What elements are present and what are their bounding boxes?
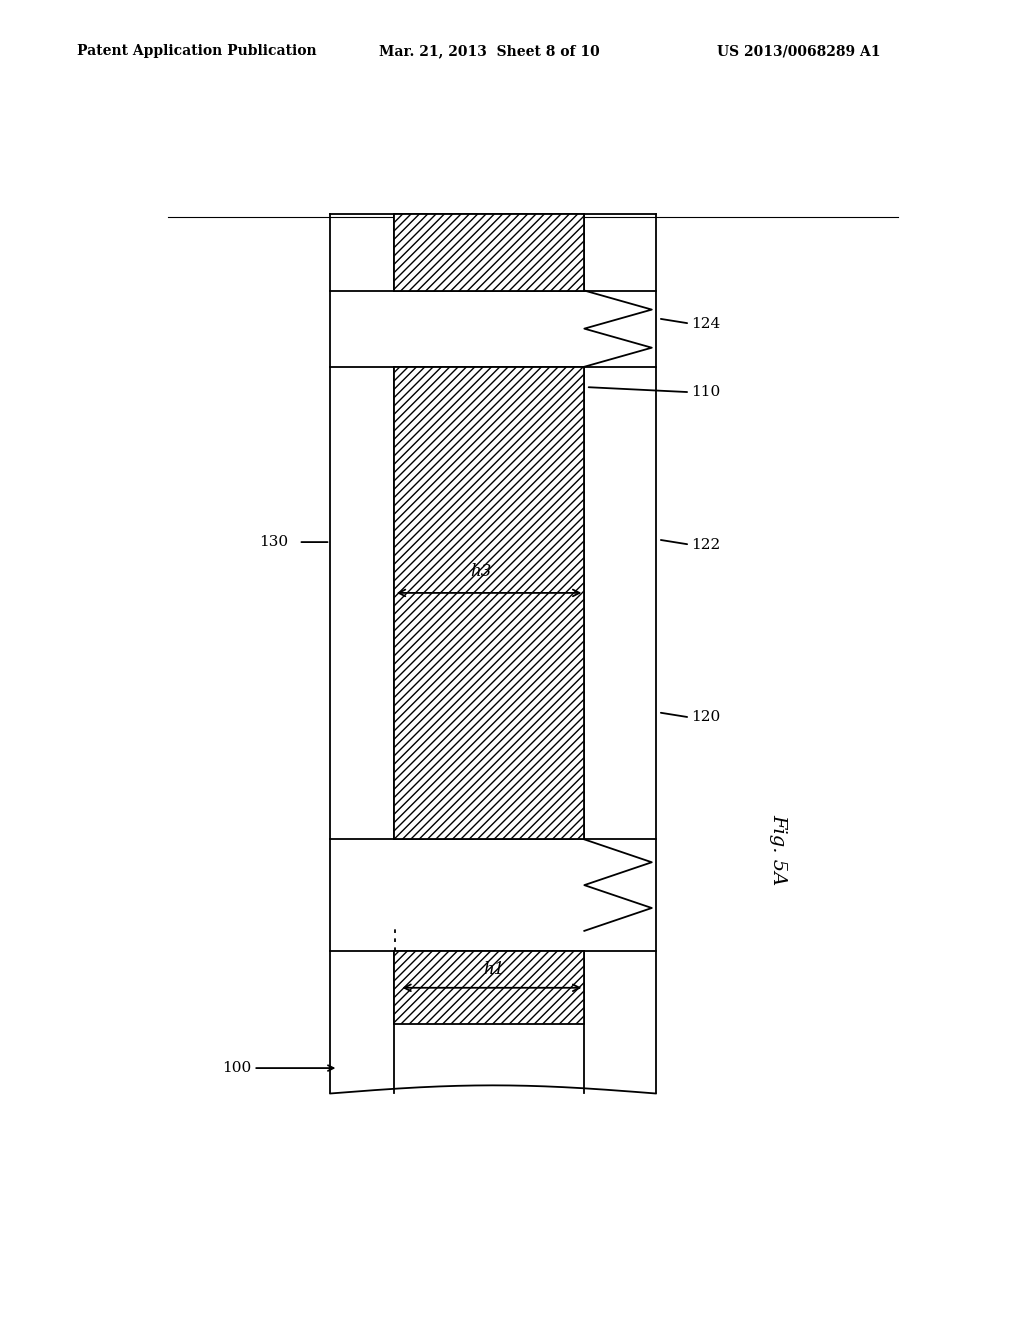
Text: Fig. 5A: Fig. 5A	[770, 814, 787, 886]
Text: Patent Application Publication: Patent Application Publication	[77, 45, 316, 58]
Text: h3: h3	[470, 562, 492, 579]
Text: 130: 130	[259, 535, 288, 549]
Bar	[394, 952, 585, 1024]
Text: Mar. 21, 2013  Sheet 8 of 10: Mar. 21, 2013 Sheet 8 of 10	[379, 45, 600, 58]
Text: h1: h1	[483, 961, 505, 978]
Text: 122: 122	[691, 537, 721, 552]
Bar	[394, 214, 585, 290]
Bar	[394, 367, 585, 840]
Text: US 2013/0068289 A1: US 2013/0068289 A1	[717, 45, 881, 58]
Text: 124: 124	[691, 317, 721, 330]
Text: 110: 110	[691, 385, 721, 399]
Text: 120: 120	[691, 710, 721, 725]
Text: 100: 100	[222, 1061, 251, 1074]
